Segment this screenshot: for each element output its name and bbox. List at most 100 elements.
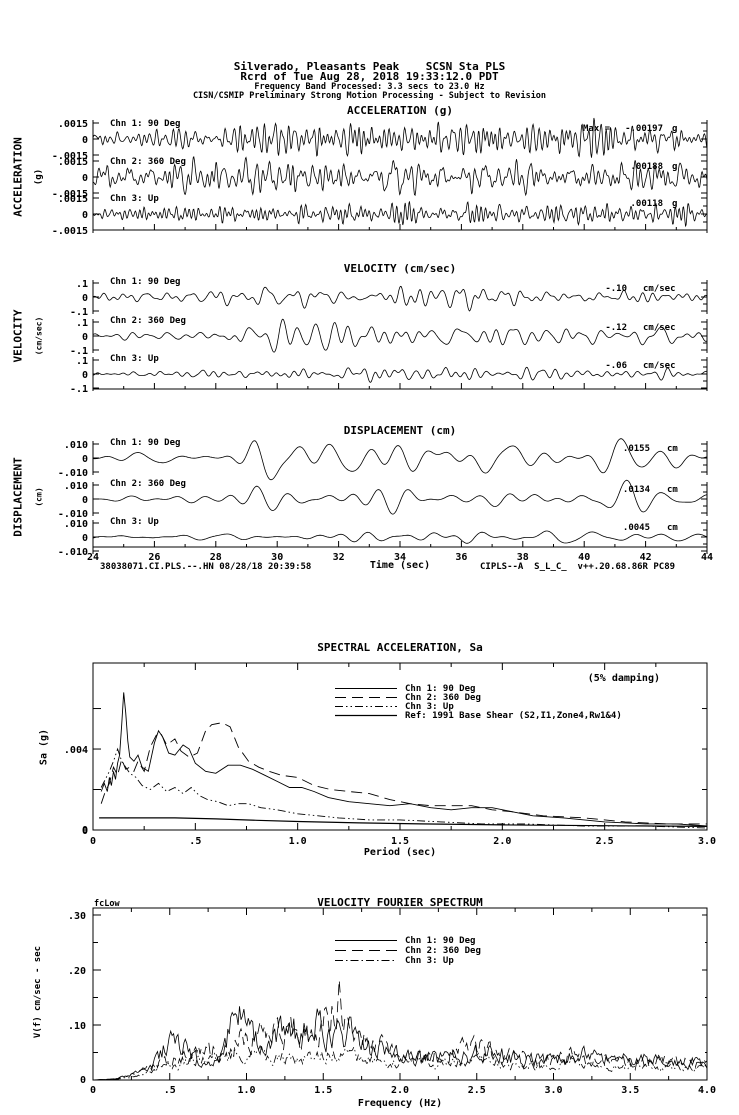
velocity-axis-label: VELOCITY	[11, 309, 25, 363]
legend-line-chn3	[335, 960, 397, 961]
channel-label: Chn 1: 90 Deg	[110, 277, 181, 287]
tick-label: .0015	[58, 157, 88, 168]
frequency-axis-label: Frequency (Hz)	[357, 1098, 443, 1109]
time-axis-label: Time (sec)	[369, 560, 431, 571]
max-value: .00188	[630, 162, 663, 172]
tick-label: 2.5	[468, 1085, 486, 1096]
channel-label: Chn 2: 360 Deg	[110, 479, 186, 489]
channel-label: Chn 3: Up	[110, 517, 159, 527]
tick-label: 4.0	[698, 1085, 716, 1096]
max-value: -.10	[605, 284, 627, 294]
tick-label: 44	[701, 552, 713, 563]
max-units: g	[672, 124, 678, 134]
trace-velocity-2	[92, 318, 708, 353]
velocity-axis-units: (cm/sec)	[34, 316, 44, 356]
tick-label: 1.5	[391, 836, 409, 847]
tick-label: 0	[82, 332, 88, 343]
tick-label: -.010	[58, 509, 88, 520]
max-value: .00118	[630, 199, 663, 209]
tick-label: .5	[164, 1085, 176, 1096]
tick-label: 42	[640, 552, 652, 563]
tick-label: .1	[76, 279, 88, 290]
fourier-title: VELOCITY FOURIER SPECTRUM	[317, 896, 483, 909]
tick-label: 0	[82, 173, 88, 184]
max-units: cm/sec	[643, 284, 676, 294]
tick-label: 0	[82, 495, 88, 506]
tick-label: 0	[82, 135, 88, 146]
tick-label: -.1	[70, 384, 88, 395]
tick-label: 2.0	[391, 1085, 409, 1096]
sa-axis-label: Sa (g)	[38, 728, 50, 766]
tick-label: 26	[148, 552, 160, 563]
station-title: Silverado, Pleasants Peak SCSN Sta PLS	[233, 60, 506, 73]
tick-label: 0	[82, 825, 88, 836]
tick-label: 0	[82, 454, 88, 465]
trace-displacement-2	[92, 479, 708, 515]
trace-displacement-1	[92, 438, 708, 481]
tick-label: 0	[90, 1085, 96, 1096]
legend-label-chn2: Chn 2: 360 Deg	[405, 693, 481, 703]
channel-label: Chn 3: Up	[110, 194, 159, 204]
tick-label: .10	[68, 1021, 86, 1032]
tick-label: 40	[578, 552, 590, 563]
spectral-title: SPECTRAL ACCELERATION, Sa	[317, 641, 483, 654]
legend-line-chn2	[335, 697, 397, 698]
tick-label: .30	[68, 911, 86, 922]
displacement-axis-units: (cm)	[34, 487, 44, 507]
processing-note: CISN/CSMIP Preliminary Strong Motion Pro…	[192, 91, 547, 101]
max-units: cm	[667, 485, 678, 495]
legend-line-chn3	[335, 706, 397, 707]
fourier-curve-1	[92, 1006, 708, 1081]
tick-label: .20	[68, 966, 86, 977]
max-value: -.00197	[625, 124, 663, 134]
max-prefix: Max =	[583, 124, 611, 134]
acceleration-axis-units: (g)	[34, 168, 44, 186]
legend-line-chn2	[335, 950, 397, 951]
tick-label: -.0015	[52, 189, 88, 200]
legend-label-chn3: Chn 3: Up	[405, 956, 454, 966]
processing-footer: CIPLS--A S_L_C_ v++.20.68.86R PC89	[480, 562, 676, 572]
tick-label: 0	[82, 533, 88, 544]
record-datetime: Rcrd of Tue Aug 28, 2018 19:33:12.0 PDT	[240, 70, 499, 83]
trace-acceleration-2	[92, 155, 708, 197]
fourier-curve-3	[93, 1044, 708, 1081]
channel-label: Chn 1: 90 Deg	[110, 438, 181, 448]
tick-label: 0	[80, 1075, 86, 1086]
spectral-curve-1	[100, 692, 708, 827]
tick-label: .0015	[58, 119, 88, 130]
trace-velocity-1	[92, 285, 708, 312]
tick-label: .010	[64, 440, 88, 451]
legend-label-chn2: Chn 2: 360 Deg	[405, 946, 481, 956]
max-value: -.12	[605, 323, 627, 333]
tick-label: 38	[517, 552, 529, 563]
spectral-curve-4	[99, 817, 708, 828]
vf-axis-label: V(f) cm/sec - sec	[33, 945, 43, 1039]
legend-label-chn1: Chn 1: 90 Deg	[405, 936, 476, 946]
tick-label: .010	[64, 481, 88, 492]
tick-label: 3.0	[698, 836, 716, 847]
trace-acceleration-1	[92, 117, 708, 158]
legend-line-ref	[335, 714, 397, 717]
tick-label: -.010	[58, 547, 88, 558]
legend-label-ref: Ref: 1991 Base Shear (S2,I1,Zone4,Rw1&4)	[405, 711, 622, 721]
tick-label: 28	[210, 552, 222, 563]
tick-label: .004	[64, 745, 88, 756]
max-value: .0134	[622, 485, 650, 495]
trace-velocity-3	[92, 366, 708, 383]
fourier-plot-border	[92, 907, 708, 1081]
max-units: cm/sec	[643, 323, 676, 333]
acceleration-title: ACCELERATION (g)	[347, 104, 453, 117]
tick-label: .1	[76, 356, 88, 367]
frequency-band-note: Frequency Band Processed: 3.3 secs to 23…	[254, 82, 485, 92]
tick-label: 0	[82, 293, 88, 304]
tick-label: -.1	[70, 346, 88, 357]
max-units: cm	[667, 523, 678, 533]
tick-label: 0	[82, 826, 88, 837]
trace-displacement-3	[92, 530, 708, 544]
tick-label: 3.5	[621, 1085, 639, 1096]
max-value: .0045	[622, 523, 650, 533]
tick-label: -.0015	[52, 226, 88, 237]
max-value: .0155	[622, 444, 650, 454]
max-units: g	[672, 199, 678, 209]
